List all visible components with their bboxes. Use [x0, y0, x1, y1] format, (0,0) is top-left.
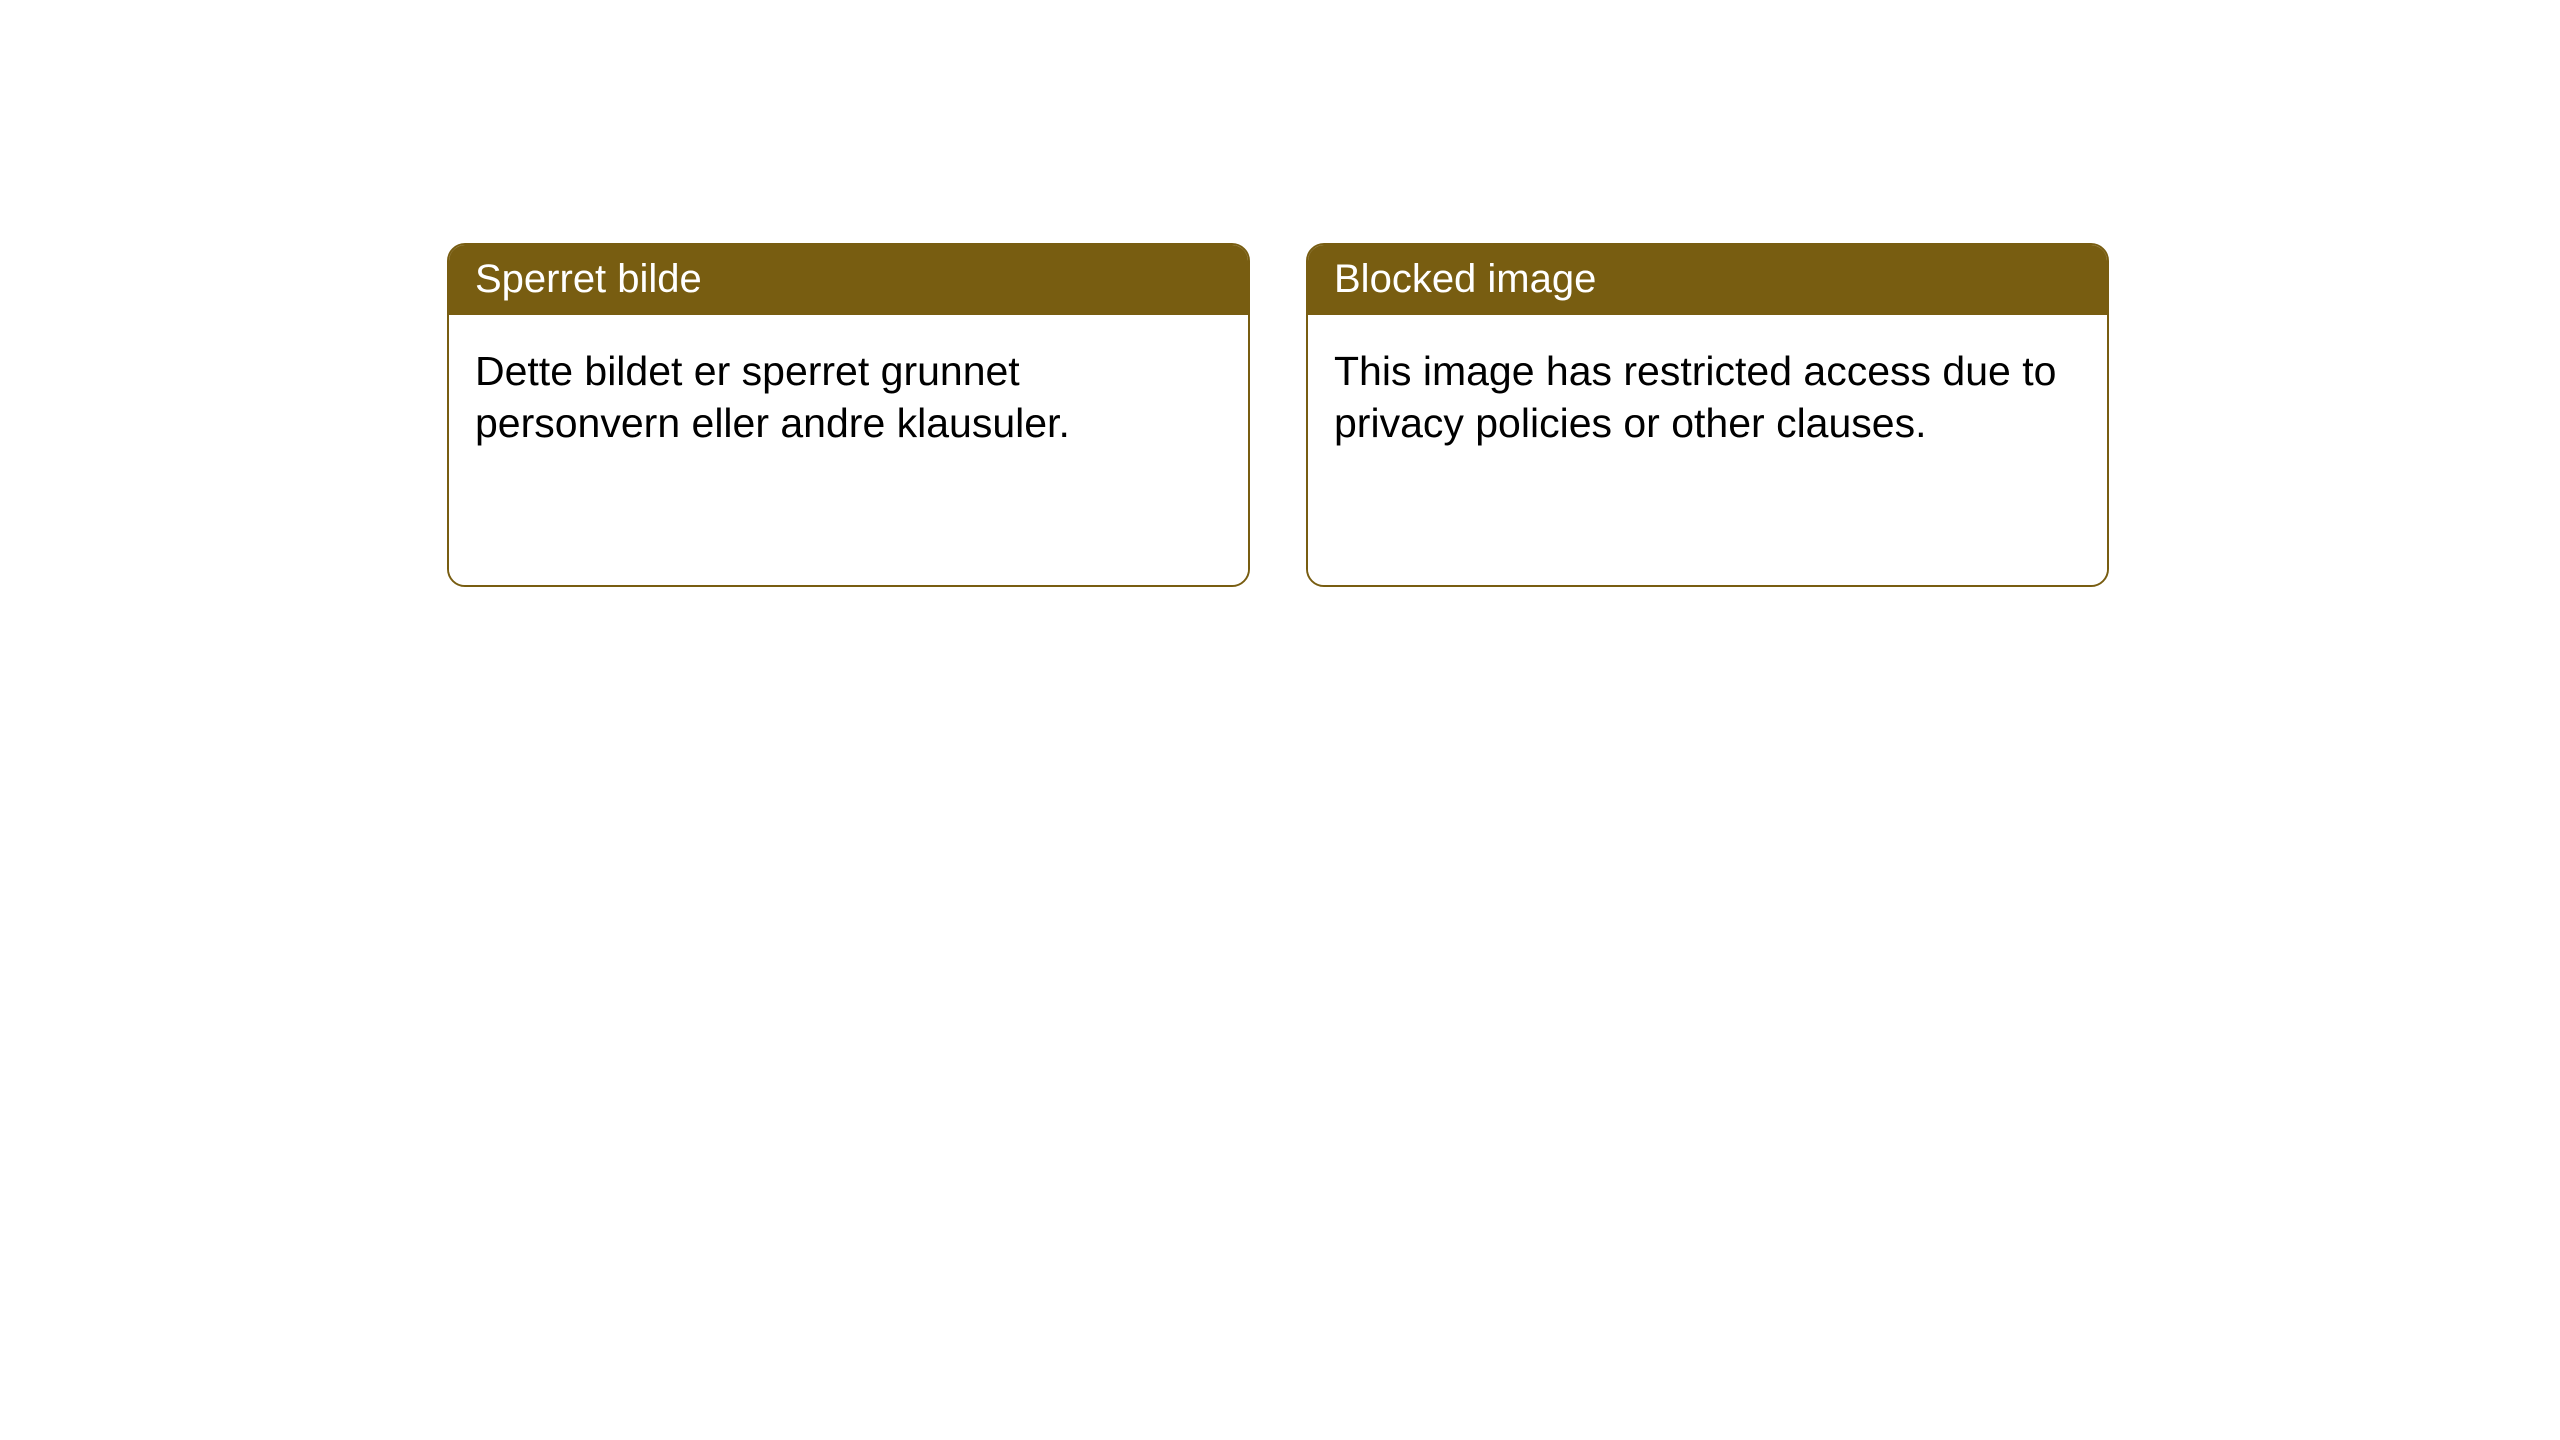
notice-body-en: This image has restricted access due to …: [1308, 315, 2107, 585]
notice-container: Sperret bilde Dette bildet er sperret gr…: [447, 243, 2109, 587]
notice-body-no: Dette bildet er sperret grunnet personve…: [449, 315, 1248, 585]
notice-header-no: Sperret bilde: [449, 245, 1248, 315]
notice-box-no: Sperret bilde Dette bildet er sperret gr…: [447, 243, 1250, 587]
notice-box-en: Blocked image This image has restricted …: [1306, 243, 2109, 587]
notice-header-en: Blocked image: [1308, 245, 2107, 315]
